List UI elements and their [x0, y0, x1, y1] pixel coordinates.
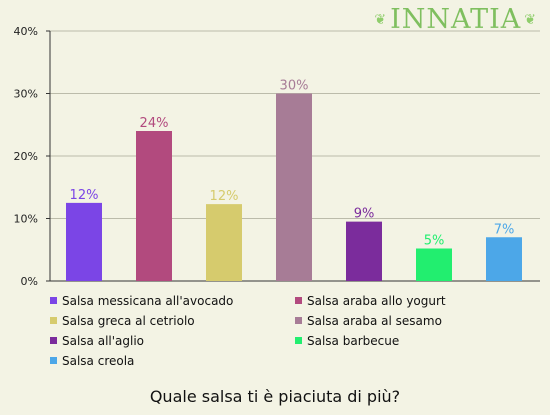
bar — [486, 237, 522, 281]
legend-item: Salsa messicana all'avocado — [50, 292, 295, 309]
legend-label: Salsa araba al sesamo — [307, 313, 442, 328]
bar — [346, 221, 382, 281]
legend-label: Salsa creola — [62, 353, 135, 368]
bar — [276, 93, 312, 281]
bar-value-label: 30% — [280, 79, 309, 94]
legend-label: Salsa greca al cetriolo — [62, 313, 195, 328]
bar-value-label: 24% — [140, 116, 169, 131]
bar — [416, 248, 452, 281]
y-tick-label: 40% — [14, 25, 38, 38]
logo-text: INNATIA — [390, 4, 522, 35]
poll-question: Quale salsa ti è piaciuta di più? — [149, 387, 401, 406]
bar — [66, 202, 102, 281]
legend-swatch — [295, 317, 302, 324]
legend-item: Salsa creola — [50, 352, 295, 369]
bar-value-label: 9% — [354, 207, 375, 222]
bar-value-label: 7% — [494, 222, 515, 237]
legend-swatch — [295, 337, 302, 344]
legend-label: Salsa all'aglio — [62, 333, 145, 348]
legend-swatch — [50, 317, 57, 324]
y-tick-label: 30% — [14, 88, 38, 101]
legend-label: Salsa araba allo yogurt — [307, 293, 446, 308]
bar — [136, 131, 172, 281]
legend-item: Salsa barbecue — [295, 332, 540, 349]
legend-swatch — [295, 297, 302, 304]
leaf-right-icon: ❦ — [524, 11, 537, 28]
chart-legend: Salsa messicana all'avocado Salsa araba a… — [50, 292, 540, 369]
y-tick-label: 10% — [14, 213, 38, 226]
legend-label: Salsa messicana all'avocado — [62, 293, 234, 308]
legend-item: Salsa greca al cetriolo — [50, 312, 295, 329]
legend-item: Salsa all'aglio — [50, 332, 295, 349]
innatia-logo: ❦ INNATIA ❦ — [371, 4, 540, 35]
leaf-left-icon: ❦ — [374, 11, 388, 28]
bar-value-label: 12% — [70, 188, 99, 203]
bar-value-label: 12% — [210, 189, 239, 204]
bar — [206, 204, 242, 281]
legend-item: Salsa araba allo yogurt — [295, 292, 540, 309]
legend-swatch — [50, 337, 57, 344]
legend-swatch — [50, 297, 57, 304]
y-tick-label: 0% — [21, 275, 38, 288]
legend-label: Salsa barbecue — [307, 333, 400, 348]
y-tick-label: 20% — [14, 150, 38, 163]
legend-item: Salsa araba al sesamo — [295, 312, 540, 329]
bar-value-label: 5% — [424, 234, 445, 249]
legend-swatch — [50, 357, 57, 364]
